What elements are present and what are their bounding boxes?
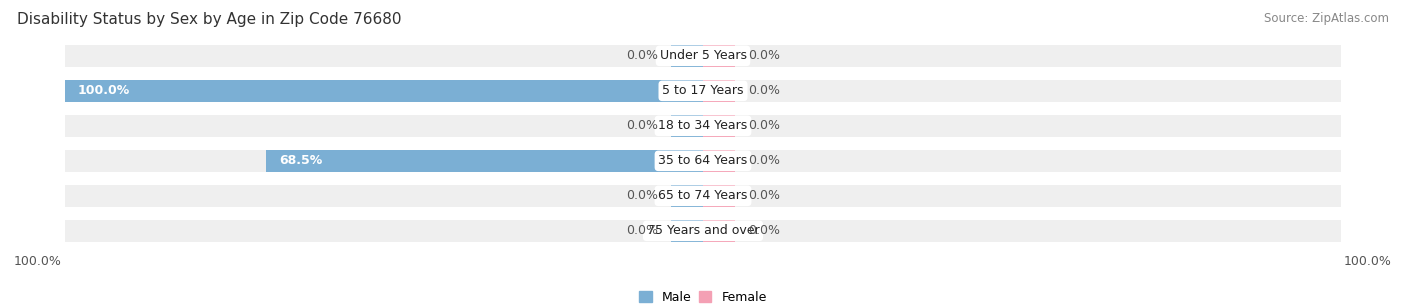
Text: 0.0%: 0.0% [748,119,780,132]
Bar [65,80,703,102]
Bar [703,220,735,242]
Text: 35 to 64 Years: 35 to 64 Years [658,154,748,167]
Bar [703,80,1341,102]
Text: 100.0%: 100.0% [77,84,131,97]
Bar [65,80,703,102]
Bar [671,185,703,207]
Bar [703,185,1341,207]
Bar [65,150,703,172]
Bar [703,80,735,102]
Bar [703,45,735,67]
Legend: Male, Female: Male, Female [640,291,766,304]
Bar [65,220,703,242]
Bar [703,150,735,172]
Text: 65 to 74 Years: 65 to 74 Years [658,189,748,202]
Text: Disability Status by Sex by Age in Zip Code 76680: Disability Status by Sex by Age in Zip C… [17,12,401,27]
Text: 0.0%: 0.0% [626,119,658,132]
Text: 100.0%: 100.0% [1344,255,1392,268]
Bar [671,115,703,137]
Bar [703,115,735,137]
Text: 0.0%: 0.0% [748,49,780,62]
Bar [65,115,703,137]
Text: Under 5 Years: Under 5 Years [659,49,747,62]
Text: 0.0%: 0.0% [748,189,780,202]
Text: 0.0%: 0.0% [748,154,780,167]
Bar [703,185,735,207]
Text: Source: ZipAtlas.com: Source: ZipAtlas.com [1264,12,1389,25]
Text: 68.5%: 68.5% [278,154,322,167]
Bar [65,185,703,207]
Text: 75 Years and over: 75 Years and over [647,224,759,237]
Bar [703,150,1341,172]
Bar [671,220,703,242]
Bar [703,45,1341,67]
Bar [266,150,703,172]
Text: 0.0%: 0.0% [626,49,658,62]
Text: 0.0%: 0.0% [626,224,658,237]
Text: 0.0%: 0.0% [748,224,780,237]
Text: 18 to 34 Years: 18 to 34 Years [658,119,748,132]
Bar [703,220,1341,242]
Bar [671,45,703,67]
Text: 0.0%: 0.0% [748,84,780,97]
Text: 100.0%: 100.0% [14,255,62,268]
Bar [65,45,703,67]
Text: 5 to 17 Years: 5 to 17 Years [662,84,744,97]
Bar [703,115,1341,137]
Text: 0.0%: 0.0% [626,189,658,202]
